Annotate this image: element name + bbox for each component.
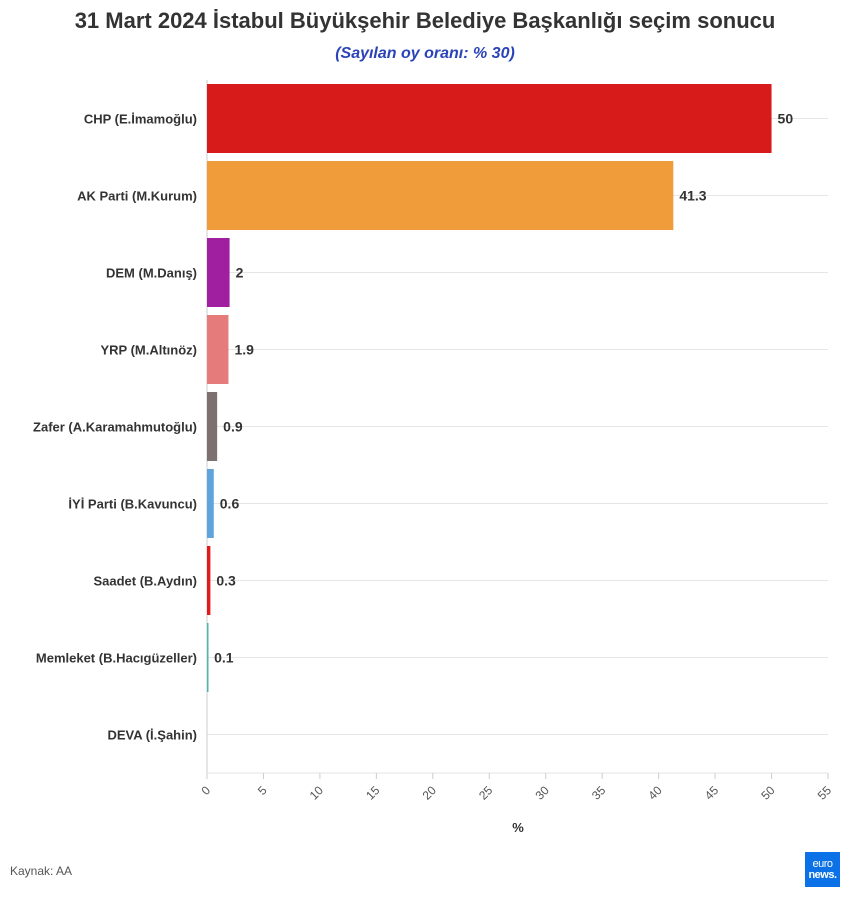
- category-label: İYİ Parti (B.Kavuncu): [68, 497, 197, 512]
- category-label: DEVA (İ.Şahin): [107, 728, 197, 743]
- x-axis-ticks: 0 5 10 15 20 25 30 35 40 45 50 55: [198, 773, 834, 803]
- x-tick-label: 30: [533, 783, 553, 803]
- bar: [207, 161, 674, 230]
- category-label: YRP (M.Altınöz): [100, 343, 197, 358]
- x-tick-label: 45: [702, 783, 722, 803]
- x-tick-label: 15: [363, 783, 383, 803]
- category-label: CHP (E.İmamoğlu): [84, 112, 197, 127]
- category-label: DEM (M.Danış): [106, 266, 197, 281]
- bar-chart: CHP (E.İmamoğlu) AK Parti (M.Kurum) DEM (M…: [33, 80, 834, 835]
- value-label: 0.1: [214, 650, 234, 666]
- category-label: Memleket (B.Hacıgüzeller): [36, 651, 197, 666]
- value-label: 0.9: [223, 419, 243, 435]
- bar: [207, 84, 772, 153]
- bar: [207, 469, 214, 538]
- value-label: 50: [778, 111, 794, 127]
- value-labels: 50 41.3 2 1.9 0.9 0.6 0.3 0.1: [214, 111, 793, 666]
- chart-subtitle: (Sayılan oy oranı: % 30): [335, 45, 515, 62]
- value-label: 0.3: [216, 573, 236, 589]
- category-label: Zafer (A.Karamahmutoğlu): [33, 420, 197, 435]
- value-label: 41.3: [679, 188, 706, 204]
- euronews-logo: euro news.: [805, 852, 840, 887]
- bar: [207, 315, 229, 384]
- x-tick-label: 40: [645, 783, 665, 803]
- bars: [207, 84, 772, 692]
- logo-text-top: euro: [812, 857, 833, 870]
- bar: [207, 392, 218, 461]
- x-tick-label: 0: [198, 783, 213, 798]
- x-tick-label: 10: [307, 783, 327, 803]
- x-tick-label: 20: [420, 783, 440, 803]
- logo-text-bottom: news.: [808, 868, 837, 881]
- x-axis-label: %: [512, 820, 524, 835]
- bar: [207, 238, 230, 307]
- source-note: Kaynak: AA: [10, 864, 73, 878]
- category-label: AK Parti (M.Kurum): [77, 189, 197, 204]
- bar: [207, 623, 209, 692]
- category-label: Saadet (B.Aydın): [93, 574, 197, 589]
- x-tick-label: 55: [815, 783, 835, 803]
- value-label: 2: [236, 265, 244, 281]
- category-labels: CHP (E.İmamoğlu) AK Parti (M.Kurum) DEM (M…: [33, 112, 197, 743]
- value-label: 1.9: [234, 342, 254, 358]
- x-tick-label: 5: [255, 783, 270, 798]
- chart-title: 31 Mart 2024 İstabul Büyükşehir Belediye…: [74, 8, 776, 33]
- bar: [207, 546, 211, 615]
- x-tick-label: 35: [589, 783, 609, 803]
- x-tick-label: 25: [476, 783, 496, 803]
- x-tick-label: 50: [758, 783, 778, 803]
- value-label: 0.6: [220, 496, 240, 512]
